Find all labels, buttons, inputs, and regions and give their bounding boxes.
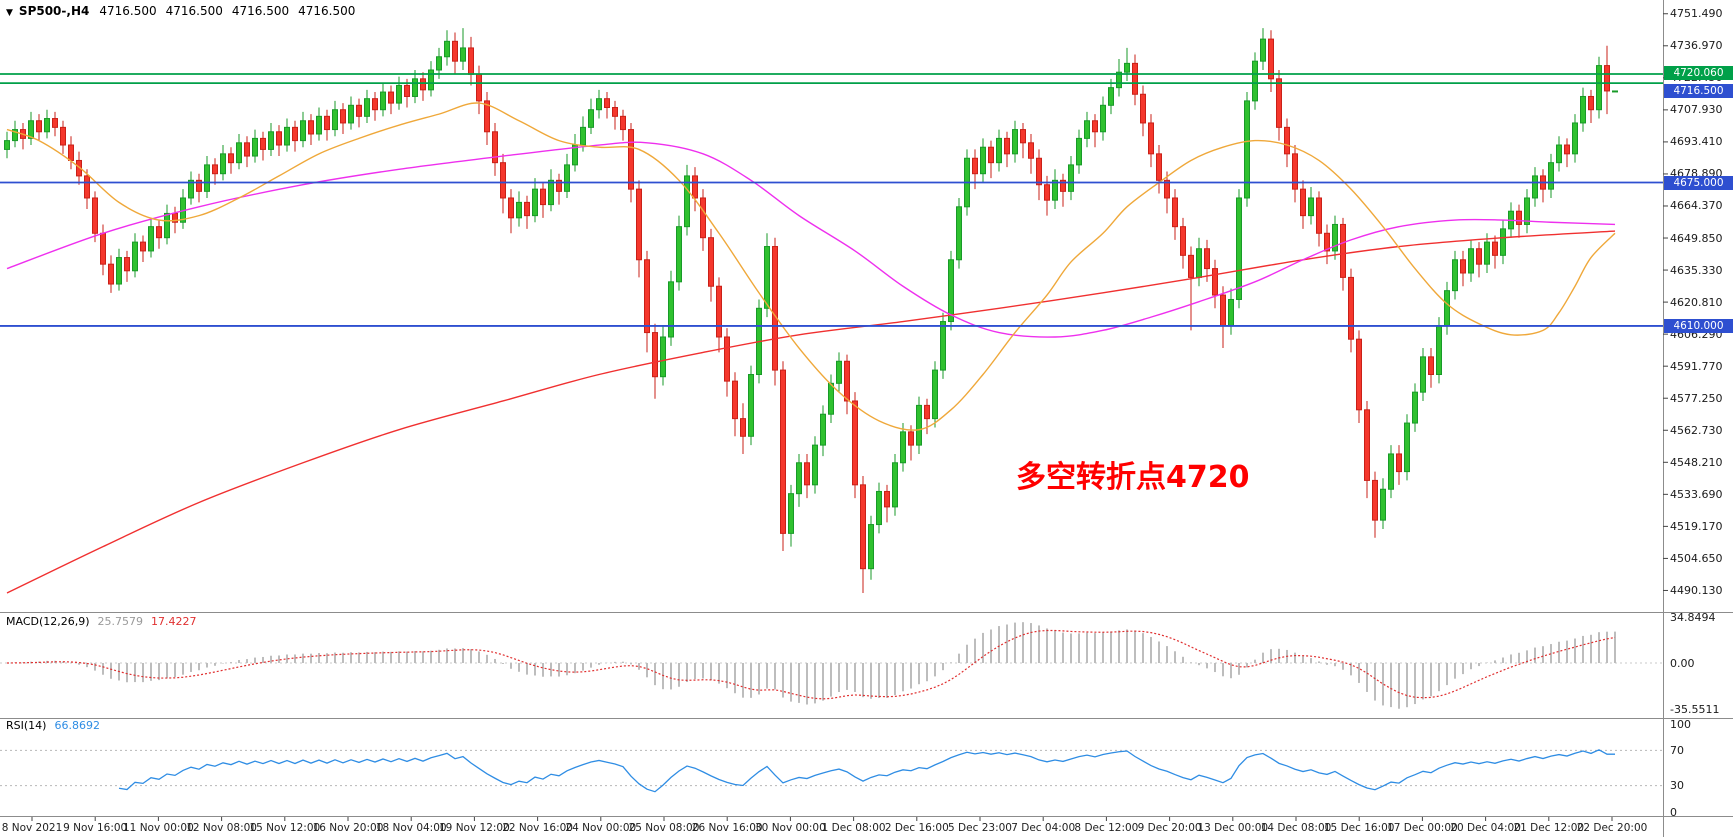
price-tag: 4720.060 <box>1664 66 1733 81</box>
ma-slow-red <box>6 230 1616 594</box>
time-axis-label: 13 Dec 00:00 <box>1197 822 1269 834</box>
close-readout: 4716.500 <box>298 4 356 18</box>
time-axis-label: 30 Nov 00:00 <box>754 822 826 834</box>
macd-signal-value: 17.4227 <box>151 615 197 628</box>
time-axis-label: 15 Dec 16:00 <box>1323 822 1395 834</box>
time-axis-label: 19 Nov 12:00 <box>438 822 510 834</box>
price-axis-label: 4533.690 <box>1670 487 1723 501</box>
time-axis-label: 22 Dec 20:00 <box>1576 822 1648 834</box>
high-readout: 4716.500 <box>165 4 223 18</box>
rsi-axis-label: 100 <box>1670 717 1691 731</box>
time-axis-label: 25 Nov 08:00 <box>628 822 700 834</box>
macd-axis-label: -35.5511 <box>1670 702 1720 716</box>
open-readout: 4716.500 <box>99 4 157 18</box>
time-axis-label: 21 Dec 12:00 <box>1513 822 1585 834</box>
price-tag: 4716.500 <box>1664 83 1733 98</box>
ma-fast-orange <box>6 102 1616 431</box>
macd-axis-label: 34.8494 <box>1670 611 1716 625</box>
price-axis-label: 4519.170 <box>1670 519 1723 533</box>
time-axis-label: 5 Dec 23:00 <box>948 822 1012 834</box>
price-axis-label: 4707.930 <box>1670 103 1723 117</box>
price-axis-label: 4693.410 <box>1670 135 1723 149</box>
time-axis-label: 18 Nov 04:00 <box>375 822 447 834</box>
symbol-period-label: SP500-,H4 <box>18 4 90 18</box>
low-readout: 4716.500 <box>231 4 290 18</box>
price-axis-label: 4736.970 <box>1670 39 1723 53</box>
annotation-text[interactable]: 多空转折点4720 <box>1016 460 1250 495</box>
candles-layer <box>4 28 1618 593</box>
macd-name: MACD(12,26,9) <box>6 615 90 628</box>
time-axis-label: 14 Dec 08:00 <box>1260 822 1332 834</box>
price-tag: 4610.000 <box>1664 318 1733 333</box>
price-axis-label: 4635.330 <box>1670 263 1723 277</box>
price-axis[interactable] <box>1664 0 1733 816</box>
rsi-indicator-label: RSI(14) 66.8692 <box>6 719 100 732</box>
macd-indicator-label: MACD(12,26,9) 25.7579 17.4227 <box>6 615 197 628</box>
price-axis-label: 4548.210 <box>1670 455 1723 469</box>
time-axis-label: 17 Dec 00:00 <box>1387 822 1458 834</box>
price-axis-label: 4504.650 <box>1670 551 1723 565</box>
time-axis-label: 1 Dec 08:00 <box>821 822 886 834</box>
time-axis-label: 7 Dec 04:00 <box>1011 822 1076 834</box>
time-axis-label: 2 Dec 16:00 <box>884 822 949 834</box>
time-axis-label: 8 Dec 12:00 <box>1074 822 1139 834</box>
time-axis-label: 11 Nov 00:00 <box>122 822 194 834</box>
price-axis-label: 4591.770 <box>1670 359 1723 373</box>
price-tag: 4675.000 <box>1664 175 1733 190</box>
time-axis-label: 9 Nov 16:00 <box>63 822 128 834</box>
macd-main-value: 25.7579 <box>97 615 144 628</box>
time-axis-label: 15 Nov 12:00 <box>249 822 321 834</box>
price-axis-label: 4490.130 <box>1670 583 1723 597</box>
rsi-axis-label: 70 <box>1670 743 1684 757</box>
price-axis-label: 4620.810 <box>1670 295 1723 309</box>
rsi-line <box>118 749 1615 793</box>
time-axis-label: 20 Dec 04:00 <box>1450 822 1521 834</box>
time-axis-label: 12 Nov 08:00 <box>186 822 257 834</box>
macd-histogram <box>14 622 1616 709</box>
macd-signal-line <box>6 629 1616 700</box>
price-axis-label: 4562.730 <box>1670 423 1723 437</box>
price-axis-label: 4577.250 <box>1670 391 1723 405</box>
macd-axis-label: 0.00 <box>1670 656 1695 670</box>
rsi-axis-label: 0 <box>1670 805 1677 819</box>
time-axis-label: 16 Nov 20:00 <box>312 822 384 834</box>
time-axis-label: 26 Nov 16:00 <box>691 822 763 834</box>
chart-title: ▼ SP500-,H4 4716.500 4716.500 4716.500 4716.5… <box>6 4 364 18</box>
rsi-value: 66.8692 <box>54 719 100 732</box>
price-axis-label: 4649.850 <box>1670 231 1723 245</box>
price-axis-label: 4751.490 <box>1670 7 1723 21</box>
time-axis-label: 8 Nov 2021 <box>1 822 63 834</box>
rsi-name: RSI(14) <box>6 719 47 732</box>
moving-averages-layer <box>6 102 1616 594</box>
time-axis[interactable] <box>0 817 1663 837</box>
price-axis-label: 4664.370 <box>1670 199 1723 213</box>
one-click-trading-toggle[interactable]: ▼ <box>6 8 13 18</box>
time-axis-label: 22 Nov 16:00 <box>502 822 573 834</box>
time-axis-label: 9 Dec 20:00 <box>1137 822 1202 834</box>
ma-medium-magenta <box>6 141 1616 338</box>
rsi-axis-label: 30 <box>1670 779 1684 793</box>
time-axis-label: 24 Nov 00:00 <box>565 822 637 834</box>
